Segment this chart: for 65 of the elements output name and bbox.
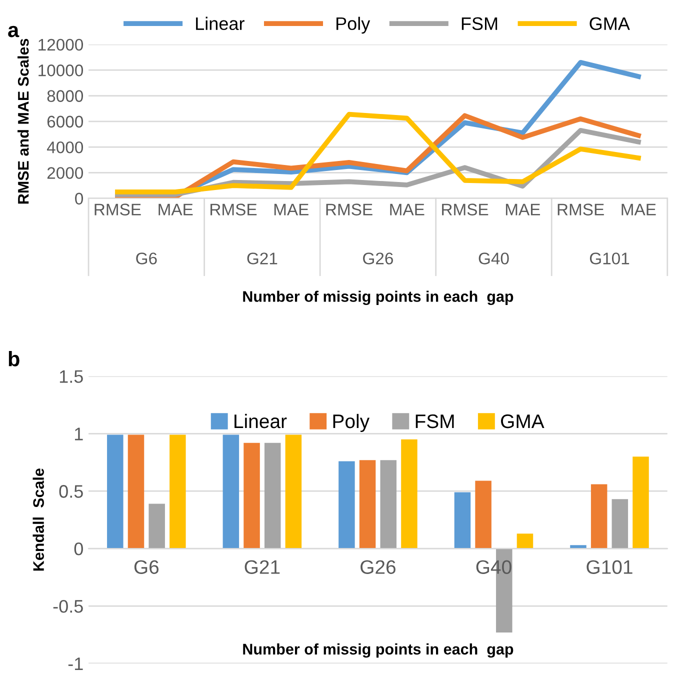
bar <box>380 460 396 549</box>
y-tick-label: 2000 <box>47 167 84 179</box>
x-tick-label: G6 <box>134 560 159 574</box>
y-tick-label: 10000 <box>38 64 84 76</box>
legend-label: Poly <box>336 16 370 34</box>
bar <box>454 492 471 549</box>
bar <box>148 504 165 549</box>
x-tick-label: MAE <box>390 204 424 216</box>
x-tick-label: G26 <box>360 560 396 574</box>
y-tick-label: 6000 <box>47 116 84 128</box>
y-tick-label: 0 <box>74 542 83 556</box>
legend-label: FSM <box>416 414 454 428</box>
bar <box>475 480 492 549</box>
x-tick-label: G21 <box>244 560 280 574</box>
y-tick-label: -0.5 <box>53 600 83 613</box>
y-tick-label: -1 <box>68 658 83 670</box>
bar <box>632 456 649 549</box>
y-tick-label: 4000 <box>46 141 84 154</box>
legend-label: Linear <box>196 16 244 30</box>
bar <box>128 434 144 549</box>
text: G40 <box>478 252 509 264</box>
x-tick-label: G40 <box>476 560 512 574</box>
text: G101 <box>590 252 630 264</box>
x-tick-label: RMSE <box>442 204 488 216</box>
bar <box>612 499 628 549</box>
bar <box>516 534 534 549</box>
chart-title: a <box>8 26 20 38</box>
y-tick-label: 0.5 <box>59 485 83 498</box>
bar <box>401 439 418 549</box>
bar <box>338 461 355 549</box>
y-tick-label: 12000 <box>38 38 84 51</box>
legend-label: FSM <box>462 17 498 30</box>
y-tick-label: 1.5 <box>60 370 83 383</box>
y-tick-label: 8000 <box>47 90 84 102</box>
y-tick-label: 0 <box>75 192 84 205</box>
x-tick-label: MAE <box>622 204 656 216</box>
bar <box>107 434 124 549</box>
legend-label: Linear <box>234 414 287 428</box>
x-tick-label: RMSE <box>94 204 141 216</box>
bar <box>222 434 240 549</box>
bar <box>264 442 281 549</box>
legend-label: GMA <box>501 414 544 428</box>
text: G6 <box>136 252 157 264</box>
bar <box>244 442 260 549</box>
x-tick-label: RMSE <box>210 204 257 216</box>
bar <box>359 460 376 549</box>
y-axis-title: RMSE and MAE Scales <box>18 38 29 204</box>
legend-label: Poly <box>333 414 370 432</box>
x-tick-label: MAE <box>274 204 308 216</box>
chart-title: b <box>8 351 20 366</box>
x-axis-title: Number of missig points in each gap <box>243 290 514 306</box>
bar <box>170 434 186 549</box>
text: G26 <box>363 252 393 264</box>
x-tick-label: G101 <box>586 560 632 574</box>
x-tick-label: RMSE <box>558 204 604 216</box>
x-tick-label: MAE <box>506 204 540 216</box>
bar <box>285 434 302 549</box>
text: G21 <box>247 252 278 264</box>
x-tick-label: MAE <box>158 204 193 216</box>
x-tick-label: RMSE <box>326 204 372 216</box>
bar <box>590 484 608 549</box>
legend-label: GMA <box>590 17 630 30</box>
x-axis-title: Number of missig points in each gap <box>243 643 514 658</box>
y-tick-label: 1 <box>75 428 83 440</box>
y-axis-title: Kendall Scale <box>32 468 44 571</box>
